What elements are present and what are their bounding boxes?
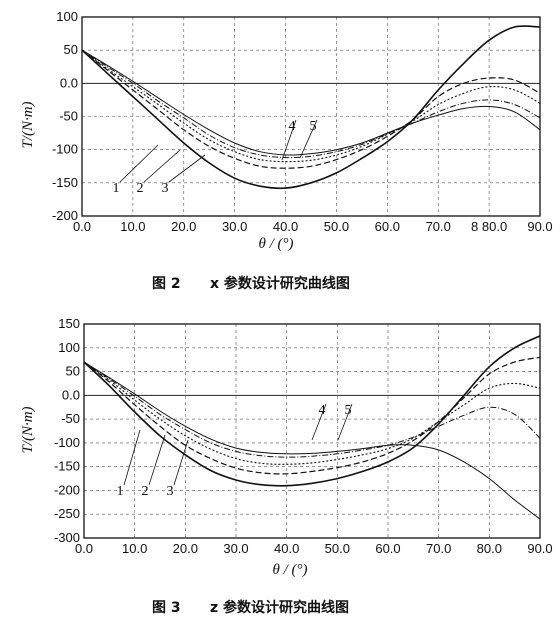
grid-lines xyxy=(83,323,541,539)
y-tick-label: -200 xyxy=(54,482,80,497)
y-tick-label: -250 xyxy=(54,506,80,521)
chart-figure-2: 0.0 10.0 20.0 30.0 40.0 50.0 60.0 70.0 8 80.0 90.… xyxy=(20,9,553,292)
y-tick-label: 50 xyxy=(64,42,78,57)
y-tick-label: -100 xyxy=(54,435,80,450)
y-axis-label: T/(N·m) xyxy=(20,406,36,453)
x-tick-label: 40.0 xyxy=(273,219,298,234)
y-tick-label: -150 xyxy=(54,459,80,474)
series-line-5 xyxy=(81,49,541,156)
y-tick-label: -150 xyxy=(52,175,78,190)
x-tick-label: 80.0 xyxy=(477,541,502,556)
series-line-3 xyxy=(83,361,541,465)
figure-3-number: 图 3 xyxy=(152,600,181,616)
x-tick-label: 50.0 xyxy=(325,541,350,556)
curve-labels: 1 2 3 4 5 xyxy=(117,403,353,499)
series-line-1 xyxy=(83,335,541,487)
axes xyxy=(83,323,541,539)
figure-2-title: x 参数设计研究曲线图 xyxy=(210,275,350,292)
x-tick-label: 60.0 xyxy=(375,541,400,556)
series-line-2 xyxy=(83,356,541,475)
curve-label-leader xyxy=(299,119,318,159)
tick-labels: 0.0 10.0 20.0 30.0 40.0 50.0 60.0 70.0 8 80.0 90.… xyxy=(52,9,553,234)
curve-label: 2 xyxy=(142,484,149,499)
curve-label-leader xyxy=(148,434,166,486)
series-layer xyxy=(81,25,541,190)
plot-frame xyxy=(83,323,541,539)
curve-label: 4 xyxy=(289,119,296,134)
x-tick-label: 70.0 xyxy=(426,541,451,556)
figure-2-number: 图 2 xyxy=(152,276,181,292)
x-tick-label: 20.0 xyxy=(173,541,198,556)
y-tick-label: -300 xyxy=(54,530,80,545)
y-tick-label: 0.0 xyxy=(60,75,78,90)
tick-labels: 0.0 10.0 20.0 30.0 40.0 50.0 60.0 70.0 80.0 90.01… xyxy=(54,316,553,556)
x-tick-label: 10.0 xyxy=(120,219,145,234)
y-tick-label: 0.0 xyxy=(62,387,80,402)
curve-label: 3 xyxy=(167,484,174,499)
axes xyxy=(81,16,541,217)
x-tick-label: 50.0 xyxy=(324,219,349,234)
x-axis-label: θ / (°) xyxy=(258,236,293,252)
y-tick-label: 150 xyxy=(58,316,80,331)
x-tick-label: 40.0 xyxy=(274,541,299,556)
x-tick-label: 0.0 xyxy=(73,219,91,234)
x-tick-label: 8 80.0 xyxy=(471,219,507,234)
grid-lines xyxy=(81,16,541,217)
series-line-5 xyxy=(83,361,541,520)
curve-label-leader xyxy=(311,403,327,441)
series-line-4 xyxy=(83,361,541,458)
curve-label-leader xyxy=(168,154,206,183)
x-tick-label: 90.0 xyxy=(527,541,552,556)
curve-label: 1 xyxy=(113,181,120,196)
x-tick-label: 20.0 xyxy=(171,219,196,234)
curve-label: 4 xyxy=(319,403,326,418)
curve-label-leader xyxy=(119,144,159,183)
curve-label: 2 xyxy=(137,181,144,196)
curve-label: 1 xyxy=(117,484,124,499)
curve-label: 3 xyxy=(162,181,169,196)
x-axis-label: θ / (°) xyxy=(272,562,307,578)
y-tick-label: 50 xyxy=(66,364,80,379)
y-tick-label: 100 xyxy=(58,340,80,355)
y-tick-label: 100 xyxy=(56,9,78,24)
y-tick-label: -50 xyxy=(61,411,80,426)
x-tick-label: 30.0 xyxy=(223,541,248,556)
curve-label: 5 xyxy=(310,119,317,134)
curve-label-leader xyxy=(123,429,141,486)
y-tick-label: -50 xyxy=(59,109,78,124)
chart-figure-3: 0.0 10.0 20.0 30.0 40.0 50.0 60.0 70.0 80.0 90.01… xyxy=(20,316,553,616)
x-tick-label: 70.0 xyxy=(426,219,451,234)
curve-label-leader xyxy=(281,119,297,161)
x-tick-label: 60.0 xyxy=(375,219,400,234)
curve-label: 5 xyxy=(345,403,352,418)
x-tick-label: 30.0 xyxy=(222,219,247,234)
plot-frame xyxy=(81,16,541,217)
y-tick-label: -100 xyxy=(52,142,78,157)
curve-labels: 1 2 3 4 5 xyxy=(113,119,318,196)
series-line-3 xyxy=(81,49,541,163)
curve-label-leader xyxy=(143,149,181,183)
x-tick-label: 10.0 xyxy=(122,541,147,556)
y-tick-label: -200 xyxy=(52,208,78,223)
series-layer xyxy=(83,335,541,520)
series-line-1 xyxy=(81,25,541,190)
x-tick-label: 0.0 xyxy=(75,541,93,556)
series-line-4 xyxy=(81,49,541,159)
y-axis-label: T/(N·m) xyxy=(20,101,36,148)
curve-label-leader xyxy=(337,403,353,441)
series-line-2 xyxy=(81,49,541,169)
x-tick-label: 90.0 xyxy=(527,219,552,234)
figure-3-title: z 参数设计研究曲线图 xyxy=(210,599,349,616)
curve-label-leader xyxy=(173,439,189,486)
